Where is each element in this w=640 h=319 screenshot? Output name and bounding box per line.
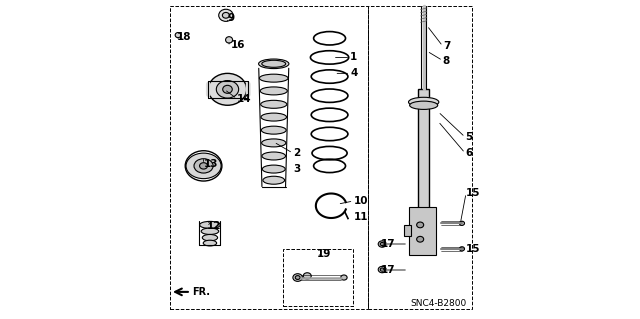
Ellipse shape	[259, 74, 288, 82]
Ellipse shape	[262, 165, 285, 173]
Text: 16: 16	[230, 40, 245, 50]
Ellipse shape	[417, 222, 424, 228]
Bar	[410, 207, 436, 255]
Ellipse shape	[222, 12, 229, 18]
Bar	[404, 225, 411, 236]
Text: 4: 4	[350, 68, 358, 78]
Ellipse shape	[340, 275, 347, 280]
Text: 8: 8	[443, 56, 450, 66]
Text: 3: 3	[293, 164, 300, 174]
Bar	[170, 6, 368, 309]
Ellipse shape	[201, 228, 219, 234]
Ellipse shape	[295, 276, 300, 279]
Ellipse shape	[303, 273, 311, 279]
Text: 14: 14	[237, 94, 252, 104]
Ellipse shape	[186, 153, 221, 179]
Ellipse shape	[200, 163, 207, 169]
Ellipse shape	[417, 236, 424, 242]
Ellipse shape	[261, 126, 286, 134]
Text: 11: 11	[353, 212, 368, 222]
Text: 6: 6	[465, 148, 472, 158]
Ellipse shape	[204, 240, 217, 246]
Text: 18: 18	[177, 32, 191, 42]
Ellipse shape	[380, 242, 384, 246]
Ellipse shape	[260, 87, 287, 95]
Ellipse shape	[378, 266, 386, 273]
Text: FR.: FR.	[193, 287, 211, 297]
Ellipse shape	[262, 139, 286, 147]
Ellipse shape	[209, 73, 246, 105]
Text: 12: 12	[207, 221, 221, 232]
Ellipse shape	[262, 152, 285, 160]
Ellipse shape	[378, 241, 386, 247]
Text: 9: 9	[227, 12, 235, 23]
Text: SNC4-B2800: SNC4-B2800	[410, 299, 466, 308]
Ellipse shape	[259, 59, 289, 69]
Bar	[368, 6, 472, 309]
Text: 1: 1	[350, 52, 358, 63]
Text: 7: 7	[443, 41, 450, 51]
Ellipse shape	[460, 221, 465, 225]
Ellipse shape	[260, 100, 287, 108]
Ellipse shape	[263, 176, 285, 184]
Ellipse shape	[202, 234, 218, 241]
Ellipse shape	[380, 268, 384, 271]
Text: 13: 13	[204, 159, 218, 169]
Ellipse shape	[219, 9, 233, 21]
Bar	[284, 249, 353, 306]
Ellipse shape	[262, 60, 285, 67]
Ellipse shape	[460, 247, 465, 251]
Ellipse shape	[194, 159, 213, 173]
Text: 17: 17	[381, 264, 396, 275]
Ellipse shape	[200, 221, 220, 228]
Text: 10: 10	[353, 196, 368, 206]
Ellipse shape	[225, 37, 232, 43]
Text: 17: 17	[381, 239, 396, 249]
Text: 5: 5	[465, 132, 472, 142]
Text: 15: 15	[466, 188, 481, 198]
Ellipse shape	[175, 33, 181, 38]
Ellipse shape	[408, 97, 439, 107]
Text: 2: 2	[293, 148, 300, 158]
Ellipse shape	[293, 274, 303, 281]
Ellipse shape	[223, 85, 232, 93]
Text: 19: 19	[317, 249, 331, 259]
Ellipse shape	[410, 101, 438, 109]
Bar	[418, 89, 429, 217]
Ellipse shape	[261, 113, 287, 121]
Text: 15: 15	[466, 244, 481, 254]
Ellipse shape	[216, 81, 239, 98]
